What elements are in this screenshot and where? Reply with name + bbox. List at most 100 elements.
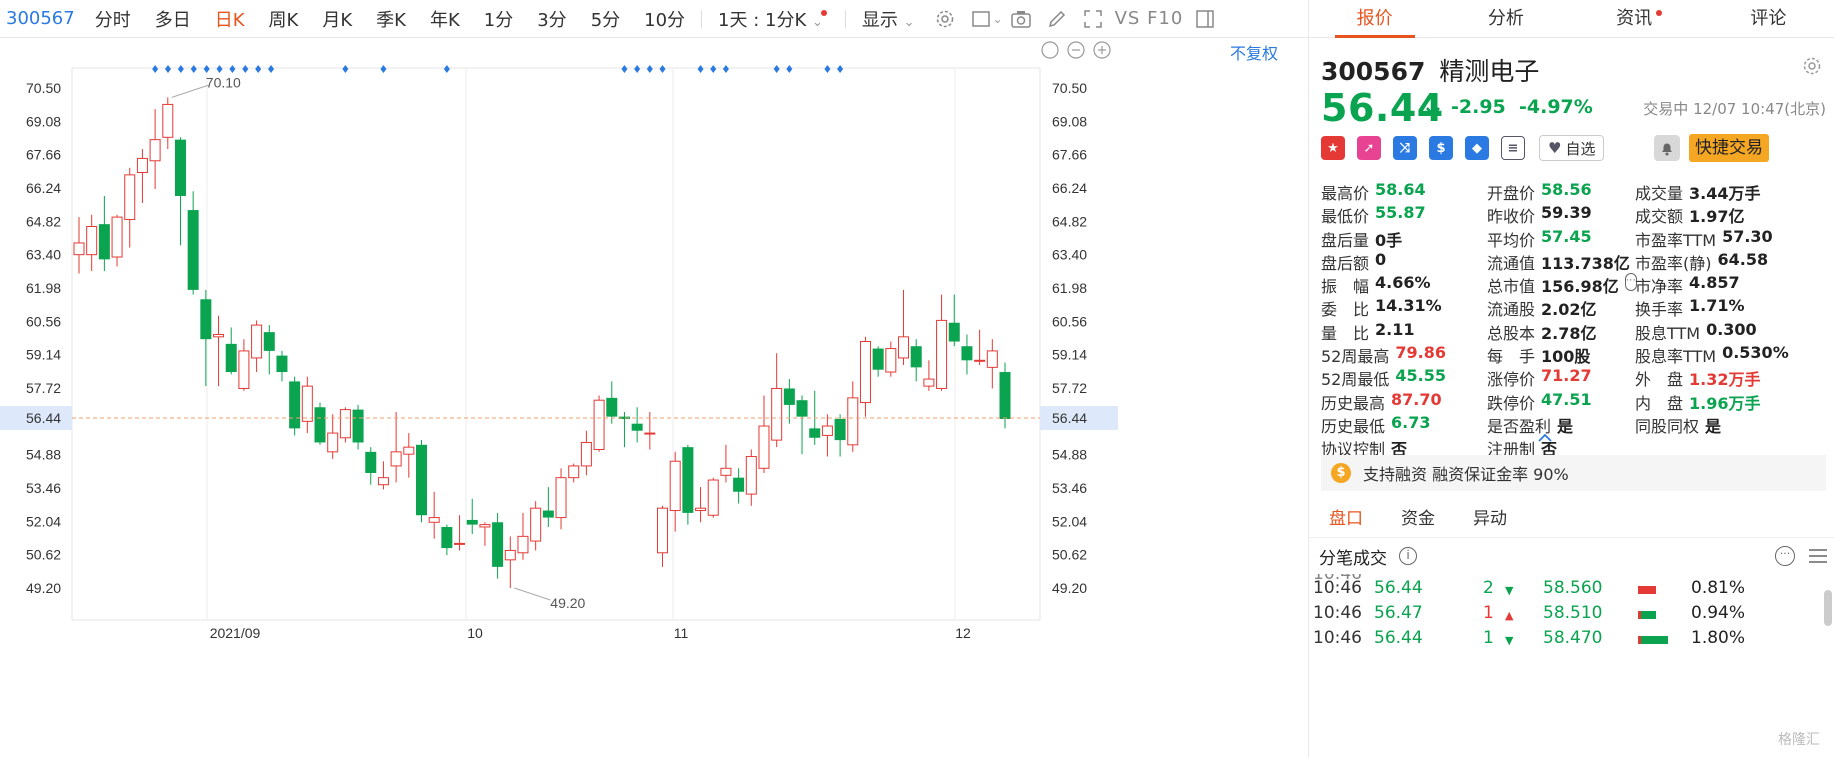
quote-cell: 盘后额 0 xyxy=(1321,250,1487,273)
shuffle-icon[interactable]: ⤨ xyxy=(1393,136,1417,160)
tab-weekly-k[interactable]: 周K xyxy=(268,9,299,31)
vs-f10-button[interactable]: VS F10 xyxy=(1114,8,1184,29)
tab-funds[interactable]: 资金 xyxy=(1401,509,1435,529)
china-flag-icon[interactable]: ★ xyxy=(1321,136,1345,160)
stock-name: 精测电子 xyxy=(1439,57,1540,86)
candle-body xyxy=(720,467,732,476)
quote-value: 1.97亿 xyxy=(1689,207,1745,227)
candle-body xyxy=(390,451,402,467)
quote-label: 同股同权 xyxy=(1635,416,1700,436)
menu-icon[interactable] xyxy=(1809,548,1827,569)
tab-analysis[interactable]: 分析 xyxy=(1440,0,1571,37)
quick-trade-button[interactable]: 快捷交易 xyxy=(1689,134,1769,162)
zoom-in-icon[interactable] xyxy=(1093,41,1111,59)
margin-info: $ 支持融资 融资保证金率 90% xyxy=(1321,455,1826,491)
tab-quarterly-k[interactable]: 季K xyxy=(376,9,406,31)
change-percent: -4.97% xyxy=(1519,96,1593,118)
fullscreen-icon[interactable] xyxy=(1082,8,1104,30)
low-leader-line xyxy=(514,587,551,601)
kline-chart[interactable]: 70.50 70.50 69.08 69.08 67.66 67.66 66.24 66.24… xyxy=(0,38,1308,757)
more-icon[interactable]: ··· xyxy=(1775,546,1795,566)
quote-label: 市净率 xyxy=(1635,277,1684,297)
candle-body xyxy=(213,333,225,338)
chevron-down-icon: ⌄ xyxy=(812,14,823,30)
y-tick-label: 69.08 xyxy=(26,113,61,129)
tab-1min[interactable]: 1分 xyxy=(483,9,514,31)
tab-news[interactable]: 资讯 xyxy=(1572,0,1703,37)
y-tick-label: 66.24 xyxy=(1052,180,1087,196)
tab-daily-k[interactable]: 日K xyxy=(214,9,245,31)
trades-list[interactable]: 10:46 10:46 56.44 2 ▼ 58.560 0.81% 10:46 56.47 1… xyxy=(1309,574,1834,757)
quote-cell: 历史最高 87.70 xyxy=(1321,390,1487,413)
trade-row-partial: 10:46 xyxy=(1309,574,1834,589)
runner-icon[interactable]: ➚ xyxy=(1357,136,1381,160)
y-tick-label: 60.56 xyxy=(1052,313,1087,329)
quote-cell: 振 幅 4.66% xyxy=(1321,273,1487,296)
tab-yearly-k[interactable]: 年K xyxy=(429,9,460,31)
y-tick-label: 66.24 xyxy=(26,180,61,196)
dollar-icon[interactable]: $ xyxy=(1429,136,1453,160)
trades-title: 分笔成交 xyxy=(1319,548,1387,569)
tab-anomaly[interactable]: 异动 xyxy=(1473,509,1507,529)
y-tick-label: 57.72 xyxy=(1052,380,1087,396)
scrollbar[interactable] xyxy=(1824,590,1832,626)
event-marker-icon xyxy=(164,65,171,73)
tab-order-book[interactable]: 盘口 xyxy=(1329,509,1363,529)
quote-cell: 涨停价 71.27 xyxy=(1487,366,1635,389)
stock-code-link[interactable]: 300567 xyxy=(6,8,75,29)
quote-value: 59.39 xyxy=(1541,203,1592,223)
tab-quote[interactable]: 报价 xyxy=(1309,0,1440,38)
quote-cell: 委 比 14.31% xyxy=(1321,296,1487,319)
quote-row: 历史最低 6.73 是否盈利是同股同权是 xyxy=(1321,413,1831,436)
event-marker-icon xyxy=(710,65,717,73)
tab-comments[interactable]: 评论 xyxy=(1703,0,1834,37)
period-select-label: 1天 : 1分K xyxy=(718,9,807,31)
fuquan-toggle[interactable]: 不复权 xyxy=(1230,44,1279,63)
candle-body xyxy=(124,174,136,220)
trade-qty: 2 xyxy=(1483,578,1494,598)
display-menu[interactable]: 显示 ⌄ xyxy=(850,6,927,32)
add-watchlist-button[interactable]: ♥ 自选 xyxy=(1539,135,1605,161)
panel-toggle-icon[interactable] xyxy=(1194,8,1216,30)
quote-label: 内 盘 xyxy=(1635,393,1684,413)
y-tick-label: 64.82 xyxy=(26,213,61,229)
settings-icon[interactable] xyxy=(934,8,956,30)
quote-cell: 量 比 2.11 xyxy=(1321,320,1487,343)
undo-icon-ring xyxy=(1041,41,1059,59)
tab-10min[interactable]: 10分 xyxy=(644,9,686,31)
trade-percent: 0.81% xyxy=(1691,578,1746,598)
document-icon[interactable]: ≡ xyxy=(1501,136,1525,160)
collapse-chevron-icon[interactable] xyxy=(1537,428,1553,447)
candle-body xyxy=(327,432,339,453)
kline-svg[interactable]: 70.50 70.50 69.08 69.08 67.66 67.66 66.24 66.24… xyxy=(0,38,1308,757)
gear-icon[interactable] xyxy=(1802,56,1822,80)
candle-body xyxy=(745,456,757,495)
watermark-logo: 格隆汇 xyxy=(1778,732,1820,748)
zoom-out-icon[interactable] xyxy=(1067,41,1085,59)
more-icon[interactable]: ⋯ xyxy=(1624,273,1637,292)
tab-monthly-k[interactable]: 月K xyxy=(322,9,353,31)
undo-icon[interactable] xyxy=(1041,41,1059,59)
candle-body xyxy=(86,225,98,256)
bell-icon[interactable] xyxy=(1654,135,1680,161)
candle-body xyxy=(796,400,808,417)
draw-rect-icon[interactable] xyxy=(970,8,992,30)
quote-label: 历史最低 xyxy=(1321,416,1386,436)
tag-icon[interactable]: ◆ xyxy=(1465,136,1489,160)
quote-cell: 昨收价 59.39 xyxy=(1487,203,1635,226)
quote-cell: 是否盈利是 xyxy=(1487,413,1635,436)
quote-label: 市盈率(静) xyxy=(1635,253,1712,273)
trades-header: 分笔成交 i ··· xyxy=(1309,538,1834,574)
tab-multi-day[interactable]: 多日 xyxy=(154,9,191,31)
period-select[interactable]: 1天 : 1分K ⌄ xyxy=(706,6,841,32)
quote-row: 52周最低 45.55 涨停价 71.27 外 盘 1.32万手 xyxy=(1321,366,1831,389)
candle-body xyxy=(910,346,922,368)
info-icon[interactable]: i xyxy=(1399,547,1417,565)
candle-body xyxy=(948,322,960,342)
tab-3min[interactable]: 3分 xyxy=(537,9,567,31)
candle-body xyxy=(149,139,161,162)
pencil-icon[interactable] xyxy=(1046,8,1068,30)
tab-intraday[interactable]: 分时 xyxy=(94,9,131,31)
camera-icon[interactable] xyxy=(1010,8,1032,30)
tab-5min[interactable]: 5分 xyxy=(590,9,621,31)
